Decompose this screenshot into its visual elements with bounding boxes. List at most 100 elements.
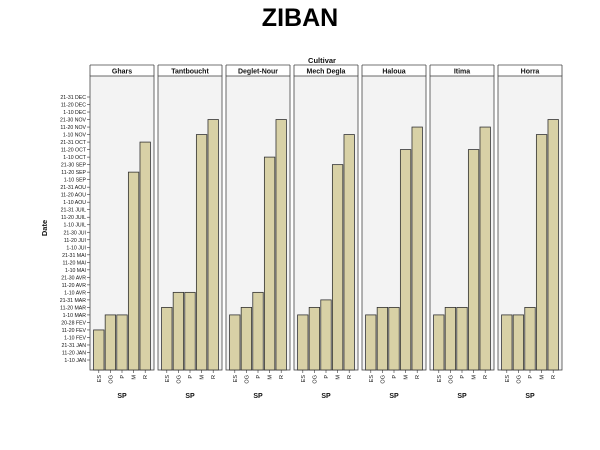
x-axis-label: SP <box>117 393 127 400</box>
x-tick-label: OG <box>312 375 318 384</box>
y-tick-label: 1-10 JUIL <box>64 223 87 229</box>
bar-es <box>161 306 173 371</box>
panel-mech-degla: Mech Degla ES OG P M R SP <box>293 64 359 400</box>
y-tick-label: 21-31 JAN <box>61 343 86 349</box>
y-tick-label: 1-10 DEC <box>63 110 86 116</box>
x-tick-label: ES <box>369 375 375 383</box>
bar-m <box>263 156 276 371</box>
y-tick-label: 21-30 SEP <box>61 163 87 169</box>
panel-name: Tantboucht <box>171 69 209 76</box>
bar-og <box>240 306 253 371</box>
panel-name: Haloua <box>382 69 405 76</box>
y-tick-label: 1-10 SEP <box>64 178 87 184</box>
bar-m <box>467 149 480 371</box>
y-tick-label: 1-10 MAR <box>63 313 87 319</box>
y-tick-label: 11-20 JUI <box>64 238 86 244</box>
x-tick-label: M <box>268 375 274 380</box>
y-tick-label: 1-10 AOU <box>63 200 86 206</box>
bar-p <box>388 306 400 371</box>
y-tick-label: 1-10 FEV <box>64 335 86 341</box>
x-tick-label: P <box>460 375 466 379</box>
x-tick-label: ES <box>505 375 511 383</box>
y-tick-label: 11-20 DEC <box>61 103 87 109</box>
panel-name: Mech Degla <box>307 69 346 76</box>
bar-es <box>93 329 105 371</box>
y-tick-label: 11-20 AOU <box>61 193 87 199</box>
x-tick-label: R <box>279 375 285 379</box>
x-tick-label: OG <box>380 375 386 384</box>
x-tick-label: OG <box>448 375 454 384</box>
bar-og <box>512 314 525 371</box>
bar-p <box>116 314 128 371</box>
x-tick-label: ES <box>165 375 171 383</box>
x-tick-label: R <box>551 375 557 379</box>
y-tick-label: 21-31 OCT <box>60 140 86 146</box>
y-tick-label: 1-10 JAN <box>64 358 86 364</box>
bar-es <box>365 314 377 371</box>
bar-m <box>195 134 208 371</box>
x-tick-label: M <box>472 375 478 380</box>
x-tick-label: P <box>120 375 126 379</box>
bar-m <box>127 171 140 371</box>
panel-ghars: Ghars ES OG P M R SP <box>89 64 155 400</box>
x-tick-label: ES <box>233 375 239 383</box>
y-tick-label: 1-10 MAI <box>65 268 86 274</box>
panel-tantboucht: Tantboucht ES OG P M R SP <box>157 64 223 400</box>
y-tick-label: 1-10 AVR <box>64 290 86 296</box>
x-tick-label: R <box>347 375 353 379</box>
x-tick-label: M <box>200 375 206 380</box>
bar-og <box>444 306 457 371</box>
bar-og <box>172 291 185 371</box>
x-tick-label: P <box>256 375 262 379</box>
y-tick-label: 1-10 JUI <box>66 245 86 251</box>
x-tick-label: P <box>324 375 330 379</box>
y-tick-label: 21-31 JUIL <box>61 208 86 214</box>
y-tick-label: 1-10 OCT <box>63 155 87 161</box>
y-tick-label: 11-20 MAR <box>60 305 86 311</box>
y-tick-label: 20-28 FEV <box>61 320 86 326</box>
y-tick-label: 11-20 FEV <box>62 328 87 334</box>
x-tick-label: R <box>415 375 421 379</box>
bar-og <box>104 314 117 371</box>
bar-p <box>184 291 196 371</box>
bar-es <box>297 314 309 371</box>
y-tick-label: 21-31 AOU <box>60 185 86 191</box>
slide-title: ZIBAN <box>261 4 339 32</box>
x-tick-label: R <box>211 375 217 379</box>
panel-name: Deglet-Nour <box>238 69 278 76</box>
bar-m <box>399 149 412 371</box>
x-tick-label: P <box>188 375 194 379</box>
y-tick-label: 11-20 MAI <box>62 260 86 266</box>
panel-name: Horra <box>521 69 540 76</box>
panel-deglet-nour: Deglet-Nour ES OG P M R SP <box>225 64 291 400</box>
panel-name: Itima <box>454 69 470 76</box>
y-tick-label: 21-31 DEC <box>60 95 86 101</box>
y-tick-label: 21-31 MAR <box>60 298 86 304</box>
y-tick-label: 11-20 NOV <box>60 125 86 131</box>
y-axis-label: Date <box>40 220 49 236</box>
y-tick-label: 21-30 JUI <box>64 230 87 236</box>
x-tick-label: M <box>404 375 410 380</box>
panel-haloua: Haloua ES OG P M R SP <box>361 64 427 400</box>
x-tick-label: OG <box>108 375 114 384</box>
x-tick-label: M <box>540 375 546 380</box>
y-tick-label: 11-20 AVR <box>62 283 87 289</box>
x-axis-label: SP <box>525 393 535 400</box>
bar-r <box>275 119 287 371</box>
bar-p <box>524 306 536 371</box>
y-tick-label: 21-30 NOV <box>60 118 86 124</box>
x-tick-label: M <box>132 375 138 380</box>
bar-r <box>479 126 491 371</box>
y-tick-label: 11-20 JAN <box>62 350 86 356</box>
bar-p <box>320 299 332 371</box>
x-axis-label: SP <box>321 393 331 400</box>
x-tick-label: R <box>143 375 149 379</box>
x-tick-label: R <box>483 375 489 379</box>
x-tick-label: ES <box>301 375 307 383</box>
y-tick-label: 11-20 SEP <box>61 170 86 176</box>
panel-horra: Horra ES OG P M R SP <box>497 64 563 400</box>
y-tick-label: 11-20 OCT <box>61 148 87 154</box>
bar-es <box>501 314 513 371</box>
